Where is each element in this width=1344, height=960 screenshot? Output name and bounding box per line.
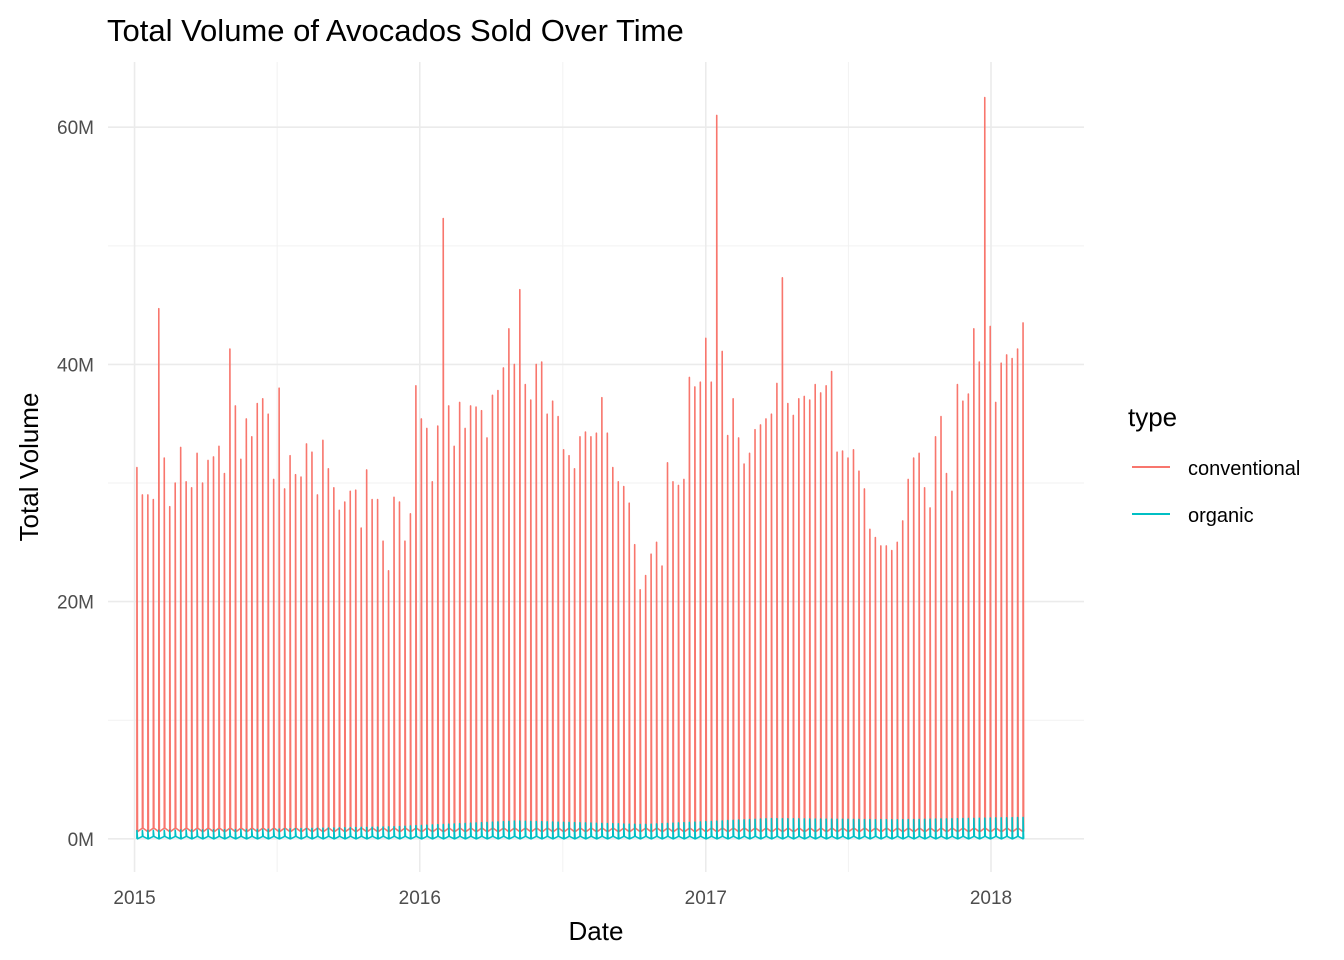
legend-label-organic: organic [1188,505,1254,527]
legend-title: type [1128,402,1177,432]
x-tick-label: 2017 [685,888,727,909]
y-axis-ticks: 0M 20M 40M 60M [57,118,94,851]
y-tick-label: 20M [57,593,94,614]
legend-label-conventional: conventional [1188,458,1300,480]
legend-item-organic: organic [1132,505,1254,527]
y-tick-label: 0M [68,830,94,851]
x-axis-ticks: 2015 2016 2017 2018 [113,888,1012,909]
x-axis-title: Date [569,916,624,946]
series-line-organic [136,816,1025,840]
y-tick-label: 60M [57,118,94,139]
legend-item-conventional: conventional [1132,458,1300,480]
series-layer [136,96,1025,840]
y-tick-label: 40M [57,355,94,376]
x-tick-label: 2016 [399,888,441,909]
x-tick-label: 2018 [970,888,1012,909]
series-line-conventional [136,96,1025,833]
chart-title: Total Volume of Avocados Sold Over Time [107,13,684,48]
x-tick-label: 2015 [113,888,155,909]
y-axis-title: Total Volume [14,393,44,542]
legend: type conventional organic [1128,402,1300,527]
